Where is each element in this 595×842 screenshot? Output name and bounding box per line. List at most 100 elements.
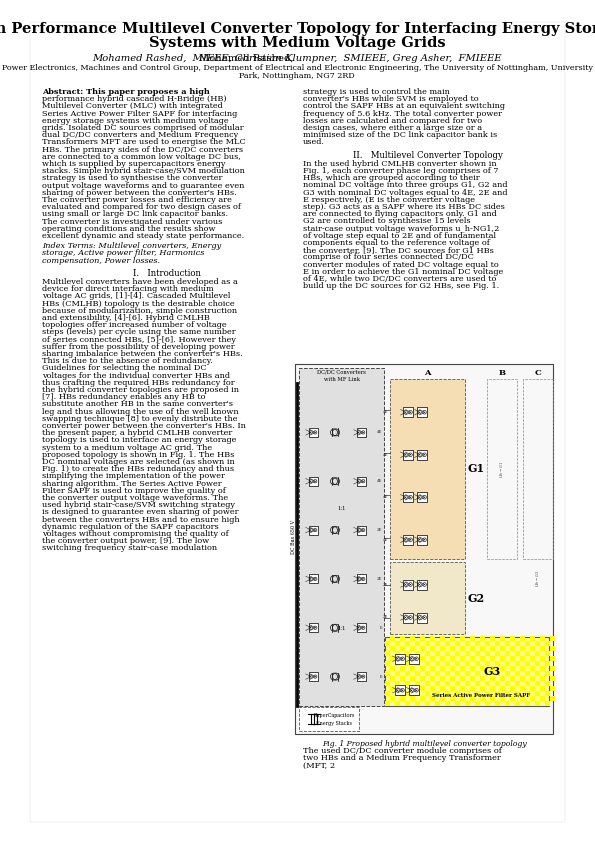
Text: stair-case output voltage waveforms u_h-NG1,2: stair-case output voltage waveforms u_h-… xyxy=(303,225,499,232)
Text: strategy is used to control the main: strategy is used to control the main xyxy=(303,88,450,96)
Bar xyxy=(495,671,500,676)
Bar xyxy=(550,696,555,701)
Bar xyxy=(510,686,515,691)
Text: comprise of four series connected DC/DC: comprise of four series connected DC/DC xyxy=(303,253,474,261)
Bar xyxy=(390,636,395,641)
Bar xyxy=(500,686,505,691)
Bar xyxy=(299,368,384,706)
Text: energy storage systems with medium voltage: energy storage systems with medium volta… xyxy=(42,117,228,125)
Text: with MF Link: with MF Link xyxy=(324,377,359,382)
Text: DC Bus 650 V: DC Bus 650 V xyxy=(291,520,296,554)
Bar xyxy=(535,691,540,696)
Bar xyxy=(415,691,420,696)
Text: compensation, Power losses.: compensation, Power losses. xyxy=(42,257,160,264)
Bar xyxy=(445,691,450,696)
Bar xyxy=(445,701,450,706)
Text: nominal DC voltage into three groups G1, G2 and: nominal DC voltage into three groups G1,… xyxy=(303,181,508,189)
Text: simplifying the implementation of the power: simplifying the implementation of the po… xyxy=(42,472,225,481)
Bar xyxy=(470,676,475,681)
Text: A: A xyxy=(424,369,431,377)
Bar xyxy=(430,686,435,691)
Text: 1:1: 1:1 xyxy=(337,626,346,631)
Bar xyxy=(417,579,427,589)
Bar xyxy=(535,641,540,646)
Bar xyxy=(410,646,415,651)
Bar xyxy=(495,641,500,646)
Text: Index Terms: Multilevel converters, Energy: Index Terms: Multilevel converters, Ener… xyxy=(42,242,221,250)
Bar xyxy=(487,379,517,559)
Bar xyxy=(430,636,435,641)
Text: dual DC/DC converters and Medium Frequency: dual DC/DC converters and Medium Frequen… xyxy=(42,131,238,139)
Bar xyxy=(460,686,465,691)
Bar xyxy=(550,636,555,641)
Bar xyxy=(308,525,318,535)
Bar xyxy=(530,666,535,671)
Bar xyxy=(515,691,520,696)
Bar xyxy=(495,651,500,656)
Bar xyxy=(395,653,405,663)
Text: DC nominal voltages are selected (as shown in: DC nominal voltages are selected (as sho… xyxy=(42,458,235,466)
Bar xyxy=(450,636,455,641)
Text: C: C xyxy=(535,369,541,377)
Text: [7]. HBs redundancy enables any HB to: [7]. HBs redundancy enables any HB to xyxy=(42,393,205,401)
Text: frequency of 5.6 kHz. The total converter power: frequency of 5.6 kHz. The total converte… xyxy=(303,109,502,118)
Text: steps (levels) per cycle using the same number: steps (levels) per cycle using the same … xyxy=(42,328,236,337)
Bar xyxy=(495,701,500,706)
Text: The converter is investigated under various: The converter is investigated under vari… xyxy=(42,217,223,226)
Bar xyxy=(390,562,465,634)
Bar xyxy=(417,535,427,545)
Text: grids. Isolated DC sources comprised of modular: grids. Isolated DC sources comprised of … xyxy=(42,124,243,132)
Bar xyxy=(400,656,405,661)
Bar xyxy=(490,656,495,661)
Bar xyxy=(390,379,465,559)
Bar xyxy=(450,676,455,681)
Text: system to a medium voltage AC grid. The: system to a medium voltage AC grid. The xyxy=(42,444,212,451)
Bar xyxy=(460,656,465,661)
Bar xyxy=(535,701,540,706)
Bar xyxy=(480,696,485,701)
Bar xyxy=(550,686,555,691)
Bar xyxy=(420,686,425,691)
Text: Abstract: This paper proposes a high: Abstract: This paper proposes a high xyxy=(42,88,210,96)
Text: (MFT, 2: (MFT, 2 xyxy=(303,761,335,770)
Bar xyxy=(520,666,525,671)
Bar xyxy=(530,696,535,701)
Bar xyxy=(540,666,545,671)
Bar xyxy=(415,641,420,646)
Bar xyxy=(475,651,480,656)
Bar xyxy=(400,636,405,641)
Bar xyxy=(530,656,535,661)
Bar xyxy=(403,612,413,622)
Bar xyxy=(356,672,365,681)
Bar xyxy=(435,641,440,646)
Text: Park, Nottingham, NG7 2RD: Park, Nottingham, NG7 2RD xyxy=(239,72,355,80)
Bar xyxy=(415,681,420,686)
Bar xyxy=(410,676,415,681)
Bar xyxy=(545,681,550,686)
Bar xyxy=(420,646,425,651)
Bar xyxy=(385,681,390,686)
Bar xyxy=(395,641,400,646)
Bar xyxy=(475,681,480,686)
Text: The converter power losses and efficiency are: The converter power losses and efficienc… xyxy=(42,196,232,204)
Text: because of modularization, simple construction: because of modularization, simple constr… xyxy=(42,306,237,315)
Bar xyxy=(495,691,500,696)
Bar xyxy=(405,701,410,706)
Bar xyxy=(435,671,440,676)
Bar xyxy=(500,656,505,661)
Text: G3 with nominal DC voltages equal to 4E, 2E and: G3 with nominal DC voltages equal to 4E,… xyxy=(303,189,508,196)
Bar xyxy=(465,671,470,676)
Text: minimised size of the DC link capacitor bank is: minimised size of the DC link capacitor … xyxy=(303,131,497,139)
Text: swapping technique [8] to evenly distribute the: swapping technique [8] to evenly distrib… xyxy=(42,415,237,423)
Text: Multilevel converters have been developed as a: Multilevel converters have been develope… xyxy=(42,278,238,286)
Text: Systems with Medium Voltage Grids: Systems with Medium Voltage Grids xyxy=(149,36,445,50)
Text: thus crafting the required HBs redundancy for: thus crafting the required HBs redundanc… xyxy=(42,379,234,386)
Bar xyxy=(356,574,365,584)
Bar xyxy=(515,681,520,686)
Bar xyxy=(505,651,510,656)
Bar xyxy=(435,691,440,696)
Bar xyxy=(510,656,515,661)
Text: between the converters HBs and to ensure high: between the converters HBs and to ensure… xyxy=(42,515,240,524)
Bar xyxy=(356,525,365,535)
Bar xyxy=(535,681,540,686)
